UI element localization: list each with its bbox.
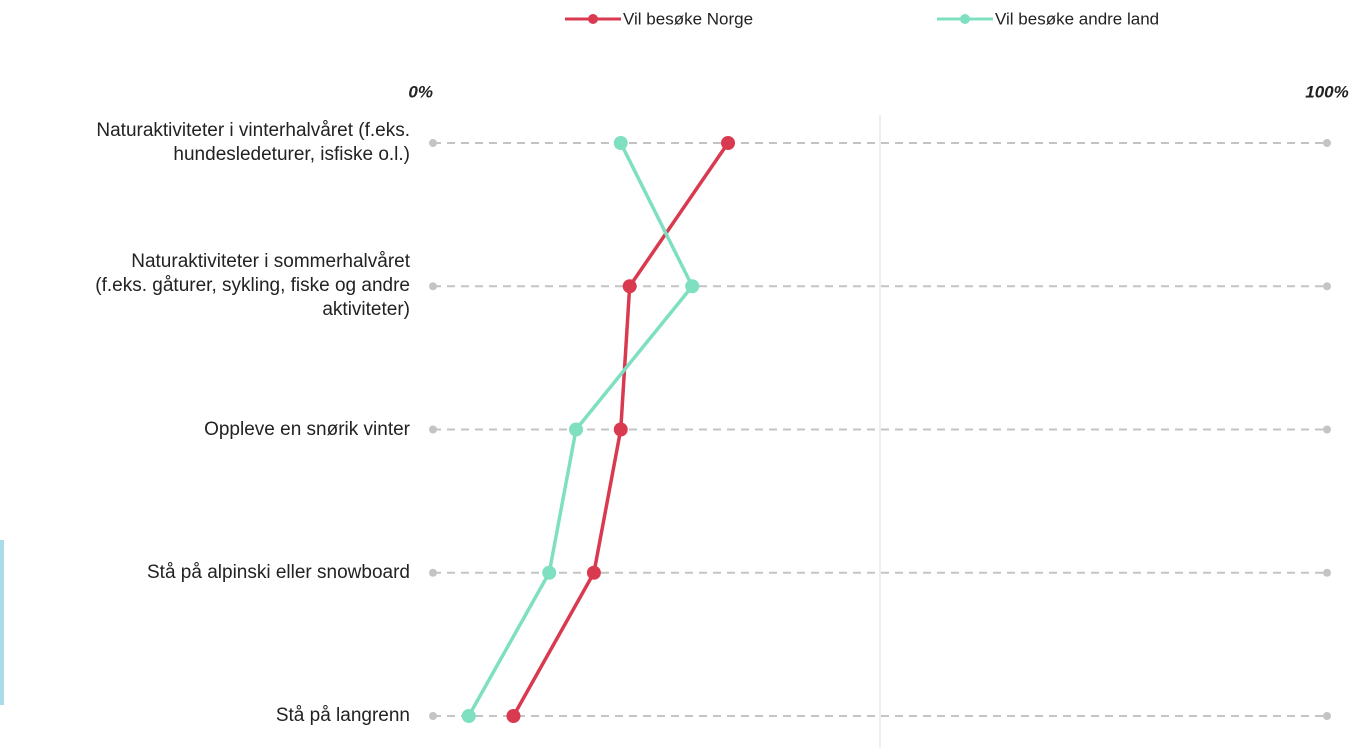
row-end [429, 712, 437, 720]
row-end [429, 568, 437, 577]
row-end [1323, 282, 1331, 291]
point [721, 136, 736, 150]
category-label: Naturaktiviteter i vinterhalvåret (f.eks… [96, 120, 410, 165]
side-accent [0, 540, 4, 705]
row-end [1323, 425, 1331, 434]
row-end [1323, 712, 1331, 720]
row-end [429, 139, 437, 147]
point [542, 565, 557, 580]
row-end [1323, 139, 1331, 147]
legend-label: Vil besøke andre land [995, 9, 1159, 28]
category-label: Stå på alpinski eller snowboard [147, 561, 410, 583]
point [613, 136, 628, 150]
x-tick-label: 100% [1305, 82, 1348, 101]
category-label: Oppleve en snørik vinter [204, 418, 410, 440]
point [569, 422, 584, 437]
row-end [429, 425, 437, 434]
row-end [1323, 568, 1331, 577]
point [685, 279, 700, 294]
point [506, 709, 521, 723]
category-label: Stå på langrenn [275, 705, 410, 726]
legend-dot [588, 14, 598, 24]
point [586, 565, 601, 580]
x-tick-label: 0% [408, 82, 433, 101]
legend-label: Vil besøke Norge [623, 9, 753, 28]
row-end [429, 282, 437, 291]
point [613, 422, 628, 437]
point [622, 279, 637, 294]
legend-dot [960, 14, 970, 24]
category-label: Naturaktiviteter i sommerhalvåret (f.eks… [95, 251, 410, 321]
point [461, 709, 476, 723]
